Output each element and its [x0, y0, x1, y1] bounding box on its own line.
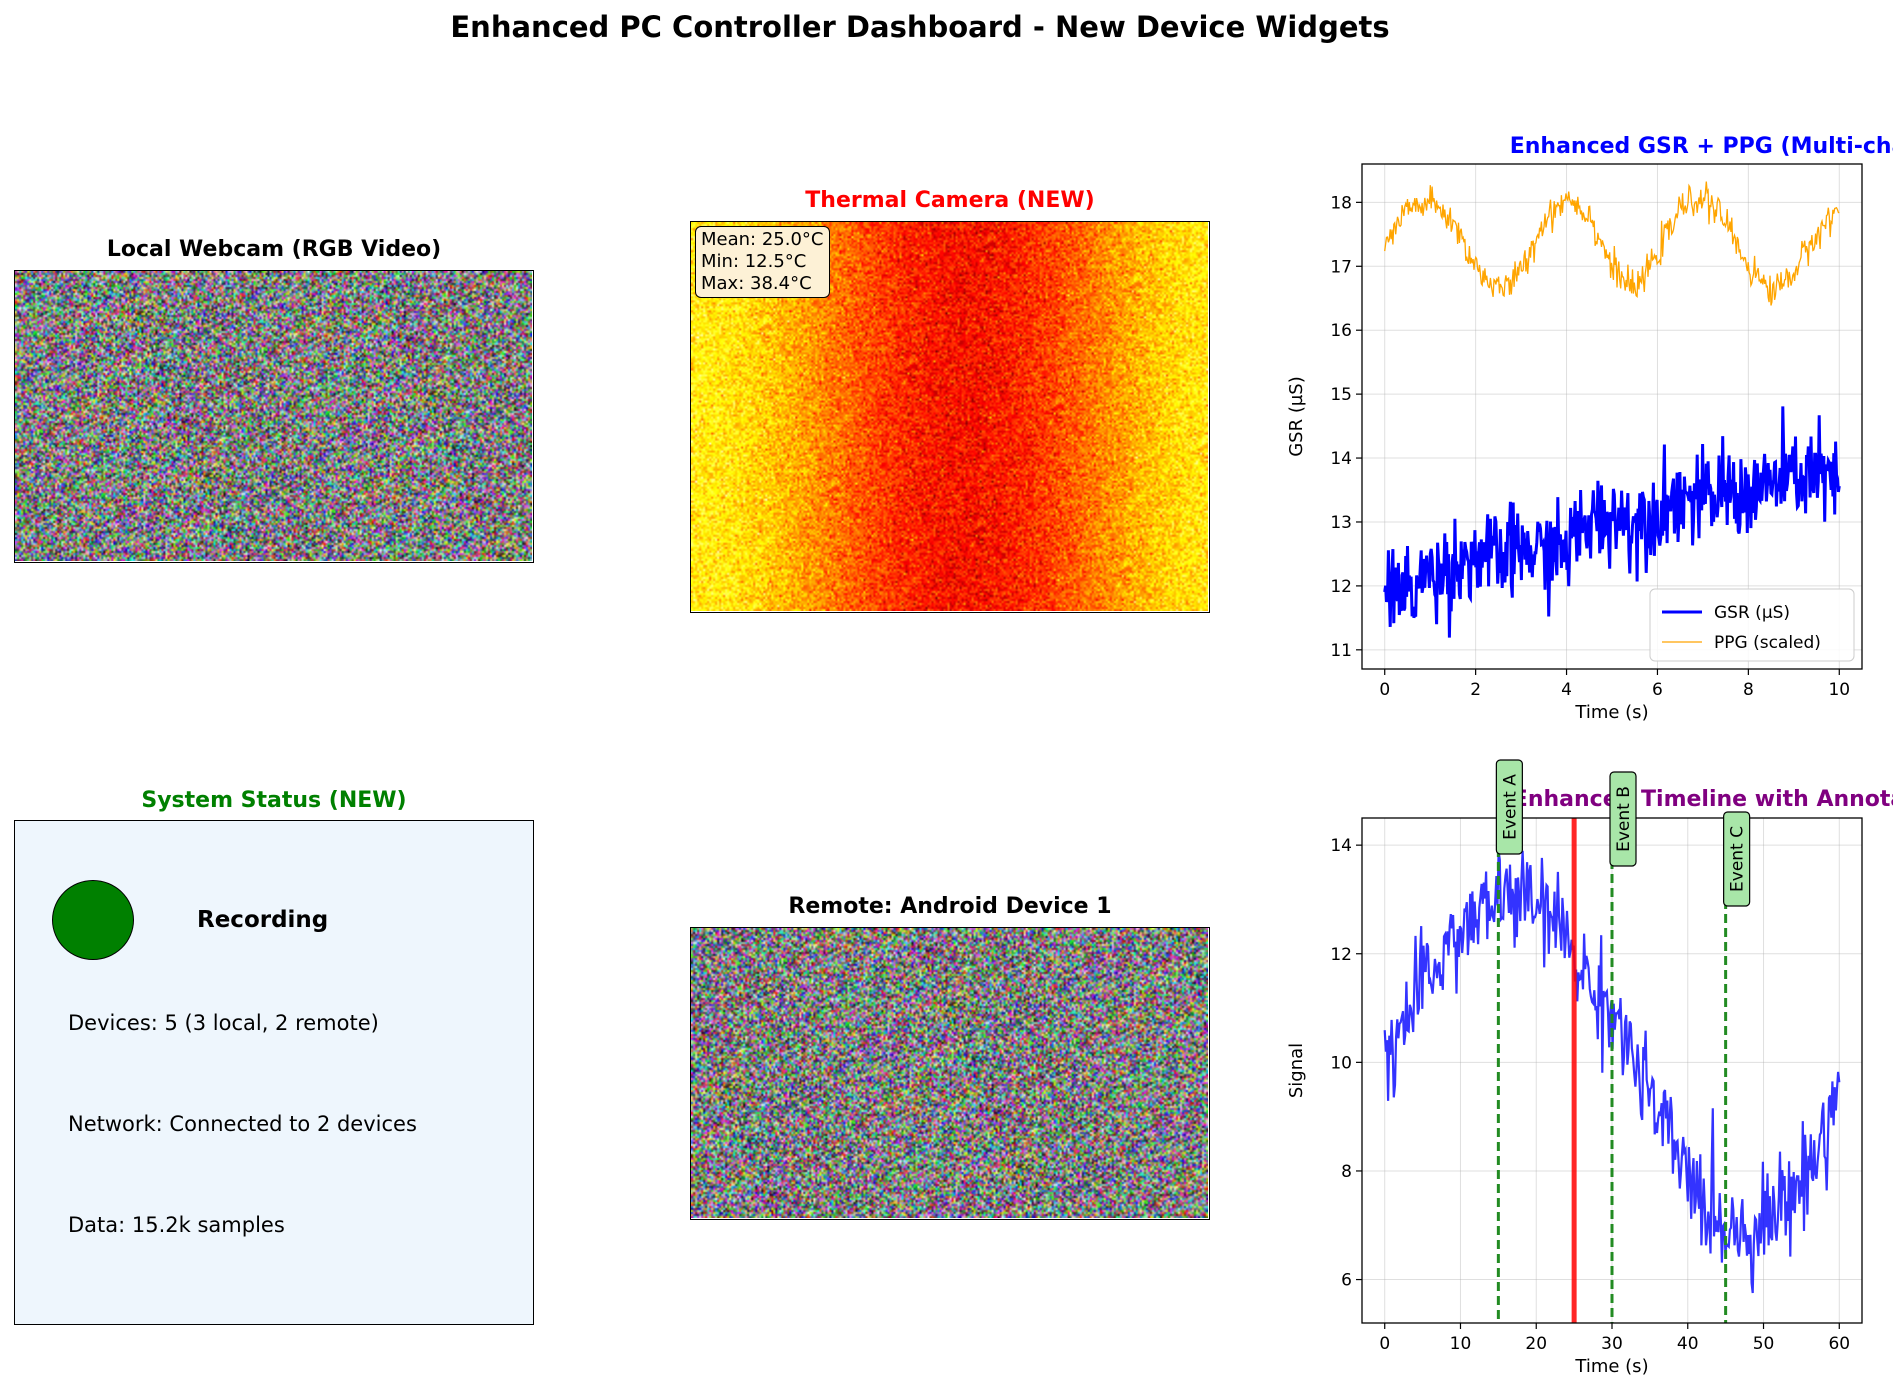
y-tick-label: 6	[1341, 1271, 1352, 1291]
x-tick-label: 10	[1828, 680, 1850, 700]
y-tick-label: 11	[1330, 641, 1352, 661]
x-tick-label: 6	[1652, 680, 1663, 700]
x-tick-label: 0	[1379, 1334, 1390, 1354]
timeline-event-labels: Event A Event B Event C	[1495, 759, 1751, 907]
gsr-xlabel: Time (s)	[1574, 702, 1648, 723]
webcam-feed	[14, 270, 534, 563]
dashboard-title: Enhanced PC Controller Dashboard - New D…	[450, 10, 1390, 44]
gsr-ylabel: GSR (µS)	[1286, 376, 1307, 457]
timeline-chart-title: Enhanced Timeline with Annotations	[1513, 787, 1893, 812]
timeline-chart: 0 10 20 30 40 50 60 6 8 10 12 14 Enhanced Timeline …	[1286, 759, 1893, 1377]
timeline-ticks: 0 10 20 30 40 50 60 6 8 10 12 14	[1330, 836, 1850, 1354]
y-tick-label: 12	[1330, 577, 1352, 597]
y-tick-label: 8	[1341, 1162, 1352, 1182]
status-devices: Devices: 5 (3 local, 2 remote)	[68, 1011, 379, 1035]
y-tick-label: 10	[1330, 1053, 1352, 1073]
system-status-panel: Recording Devices: 5 (3 local, 2 remote)…	[14, 820, 534, 1325]
x-tick-label: 20	[1525, 1334, 1547, 1354]
timeline-annotations	[1496, 818, 1728, 1323]
thermal-feed: Mean: 25.0°C Min: 12.5°C Max: 38.4°C	[690, 221, 1210, 613]
remote-device-feed	[690, 927, 1210, 1220]
event-label-box	[1495, 759, 1523, 855]
recording-indicator-icon	[52, 880, 134, 960]
timeline-xlabel: Time (s)	[1574, 1356, 1648, 1377]
thermal-stats-box: Mean: 25.0°C Min: 12.5°C Max: 38.4°C	[695, 226, 831, 298]
gsr-legend: GSR (µS) PPG (scaled)	[1649, 588, 1855, 662]
remote-panel-title: Remote: Android Device 1	[788, 894, 1112, 919]
gsr-series-group	[1383, 181, 1841, 638]
thermal-min: Min: 12.5°C	[701, 251, 807, 272]
event-label-box	[1609, 771, 1637, 867]
legend-entry: PPG (scaled)	[1714, 633, 1821, 653]
y-tick-label: 16	[1330, 321, 1352, 341]
timeline-ylabel: Signal	[1286, 1043, 1307, 1098]
gsr-chart-title: Enhanced GSR + PPG (Multi-channel)	[1510, 134, 1893, 159]
thermal-max: Max: 38.4°C	[701, 273, 812, 294]
y-tick-label: 18	[1330, 193, 1352, 213]
series-line	[1383, 850, 1841, 1294]
x-tick-label: 60	[1828, 1334, 1850, 1354]
x-tick-label: 4	[1561, 680, 1572, 700]
x-tick-label: 10	[1450, 1334, 1472, 1354]
y-tick-label: 13	[1330, 513, 1352, 533]
y-tick-label: 17	[1330, 257, 1352, 277]
webcam-panel-title: Local Webcam (RGB Video)	[106, 237, 442, 262]
y-tick-label: 14	[1330, 836, 1352, 856]
y-tick-label: 15	[1330, 385, 1352, 405]
x-tick-label: 2	[1470, 680, 1481, 700]
gsr-plot-frame	[1361, 163, 1863, 670]
event-label: Event C	[1728, 826, 1748, 892]
series-line	[1383, 406, 1841, 638]
event-label-box	[1723, 811, 1751, 907]
thermal-panel-title: Thermal Camera (NEW)	[805, 188, 1095, 213]
x-tick-label: 8	[1743, 680, 1754, 700]
x-tick-label: 30	[1601, 1334, 1623, 1354]
series-line	[1384, 181, 1840, 306]
gsr-ticks: 0 2 4 6 8 10 11 12 13 14 15 16 17 18	[1330, 193, 1850, 700]
x-tick-label: 50	[1753, 1334, 1775, 1354]
timeline-series-group	[1383, 850, 1841, 1294]
event-label: Event B	[1614, 786, 1634, 852]
x-tick-label: 40	[1677, 1334, 1699, 1354]
status-data: Data: 15.2k samples	[68, 1213, 285, 1237]
status-panel-title: System Status (NEW)	[141, 788, 407, 813]
event-label: Event A	[1500, 774, 1520, 840]
status-network: Network: Connected to 2 devices	[68, 1112, 417, 1136]
x-tick-label: 0	[1379, 680, 1390, 700]
y-tick-label: 12	[1330, 945, 1352, 965]
legend-entry: GSR (µS)	[1714, 603, 1790, 623]
recording-state-label: Recording	[197, 907, 329, 933]
thermal-mean: Mean: 25.0°C	[701, 229, 824, 250]
legend-box	[1649, 588, 1855, 662]
gsr-ppg-chart: Enhanced GSR + PPG (Multi-channel) 0 2 4 6 8…	[1286, 134, 1893, 723]
y-tick-label: 14	[1330, 449, 1352, 469]
